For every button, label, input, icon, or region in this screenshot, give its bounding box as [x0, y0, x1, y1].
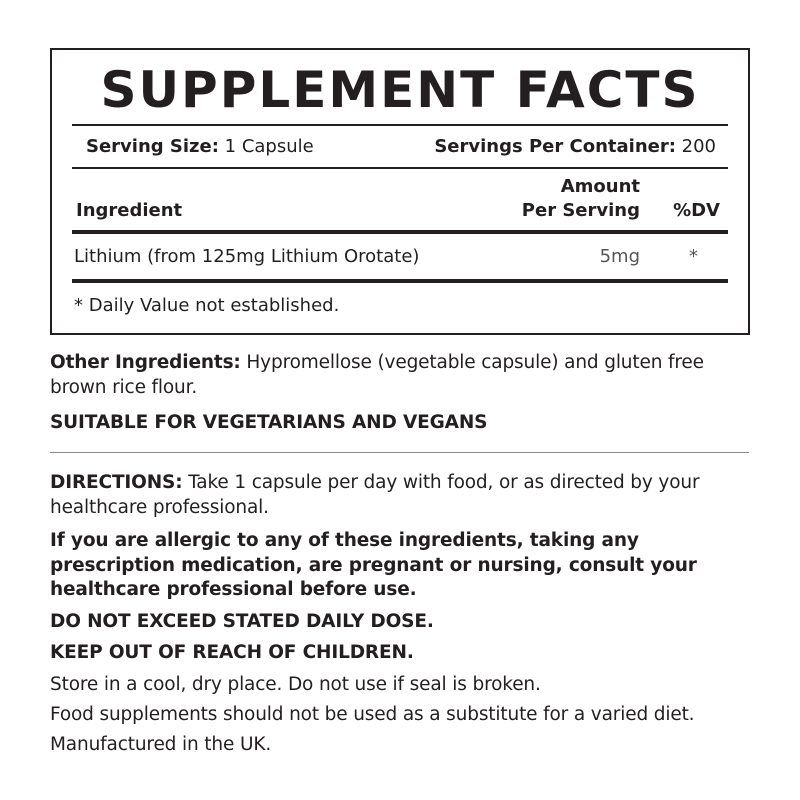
directions-label: DIRECTIONS:	[50, 472, 183, 493]
storage-note: Store in a cool, dry place. Do not use i…	[50, 674, 541, 695]
servings-label: Servings Per Container:	[434, 136, 676, 157]
amount-line2: Per Serving	[521, 200, 640, 221]
supplement-facts-panel: SUPPLEMENT FACTS Serving Size: 1 Capsule…	[50, 48, 750, 335]
thick-divider	[72, 230, 728, 234]
diet-note: Food supplements should not be used as a…	[50, 704, 695, 725]
amount-line1: Amount	[560, 176, 640, 197]
column-amount: Amount Per Serving	[522, 176, 640, 222]
children-warning: KEEP OUT OF REACH OF CHILDREN.	[50, 642, 414, 663]
panel-title: SUPPLEMENT FACTS	[100, 61, 700, 119]
servings-per-container: Servings Per Container: 200	[434, 136, 716, 158]
ingredient-dv: *	[689, 246, 698, 267]
other-ingredients-label: Other Ingredients:	[50, 352, 241, 373]
thick-divider	[72, 279, 728, 283]
directions-text: Take 1 capsule per day with food, or as …	[50, 472, 700, 518]
serving-size: Serving Size: 1 Capsule	[86, 136, 314, 158]
other-ingredients: Other Ingredients: Hypromellose (vegetab…	[50, 351, 755, 400]
divider	[50, 452, 749, 453]
ingredient-amount: 5mg	[599, 246, 640, 267]
footnote: * Daily Value not established.	[74, 295, 340, 316]
servings-value: 200	[675, 136, 716, 157]
divider	[72, 167, 728, 169]
other-ingredients-text: Hypromellose (vegetable capsule) and glu…	[50, 352, 704, 398]
divider	[72, 124, 728, 126]
serving-size-value: 1 Capsule	[218, 136, 314, 157]
origin-note: Manufactured in the UK.	[50, 734, 272, 755]
column-dv: %DV	[673, 200, 720, 221]
ingredient-name: Lithium (from 125mg Lithium Orotate)	[74, 246, 420, 267]
serving-size-label: Serving Size:	[86, 136, 219, 157]
directions: DIRECTIONS: Take 1 capsule per day with …	[50, 471, 755, 520]
column-ingredient: Ingredient	[76, 200, 183, 221]
allergy-warning: If you are allergic to any of these ingr…	[50, 530, 697, 600]
dose-warning: DO NOT EXCEED STATED DAILY DOSE.	[50, 611, 434, 632]
suitable-note: SUITABLE FOR VEGETARIANS AND VEGANS	[50, 412, 488, 433]
